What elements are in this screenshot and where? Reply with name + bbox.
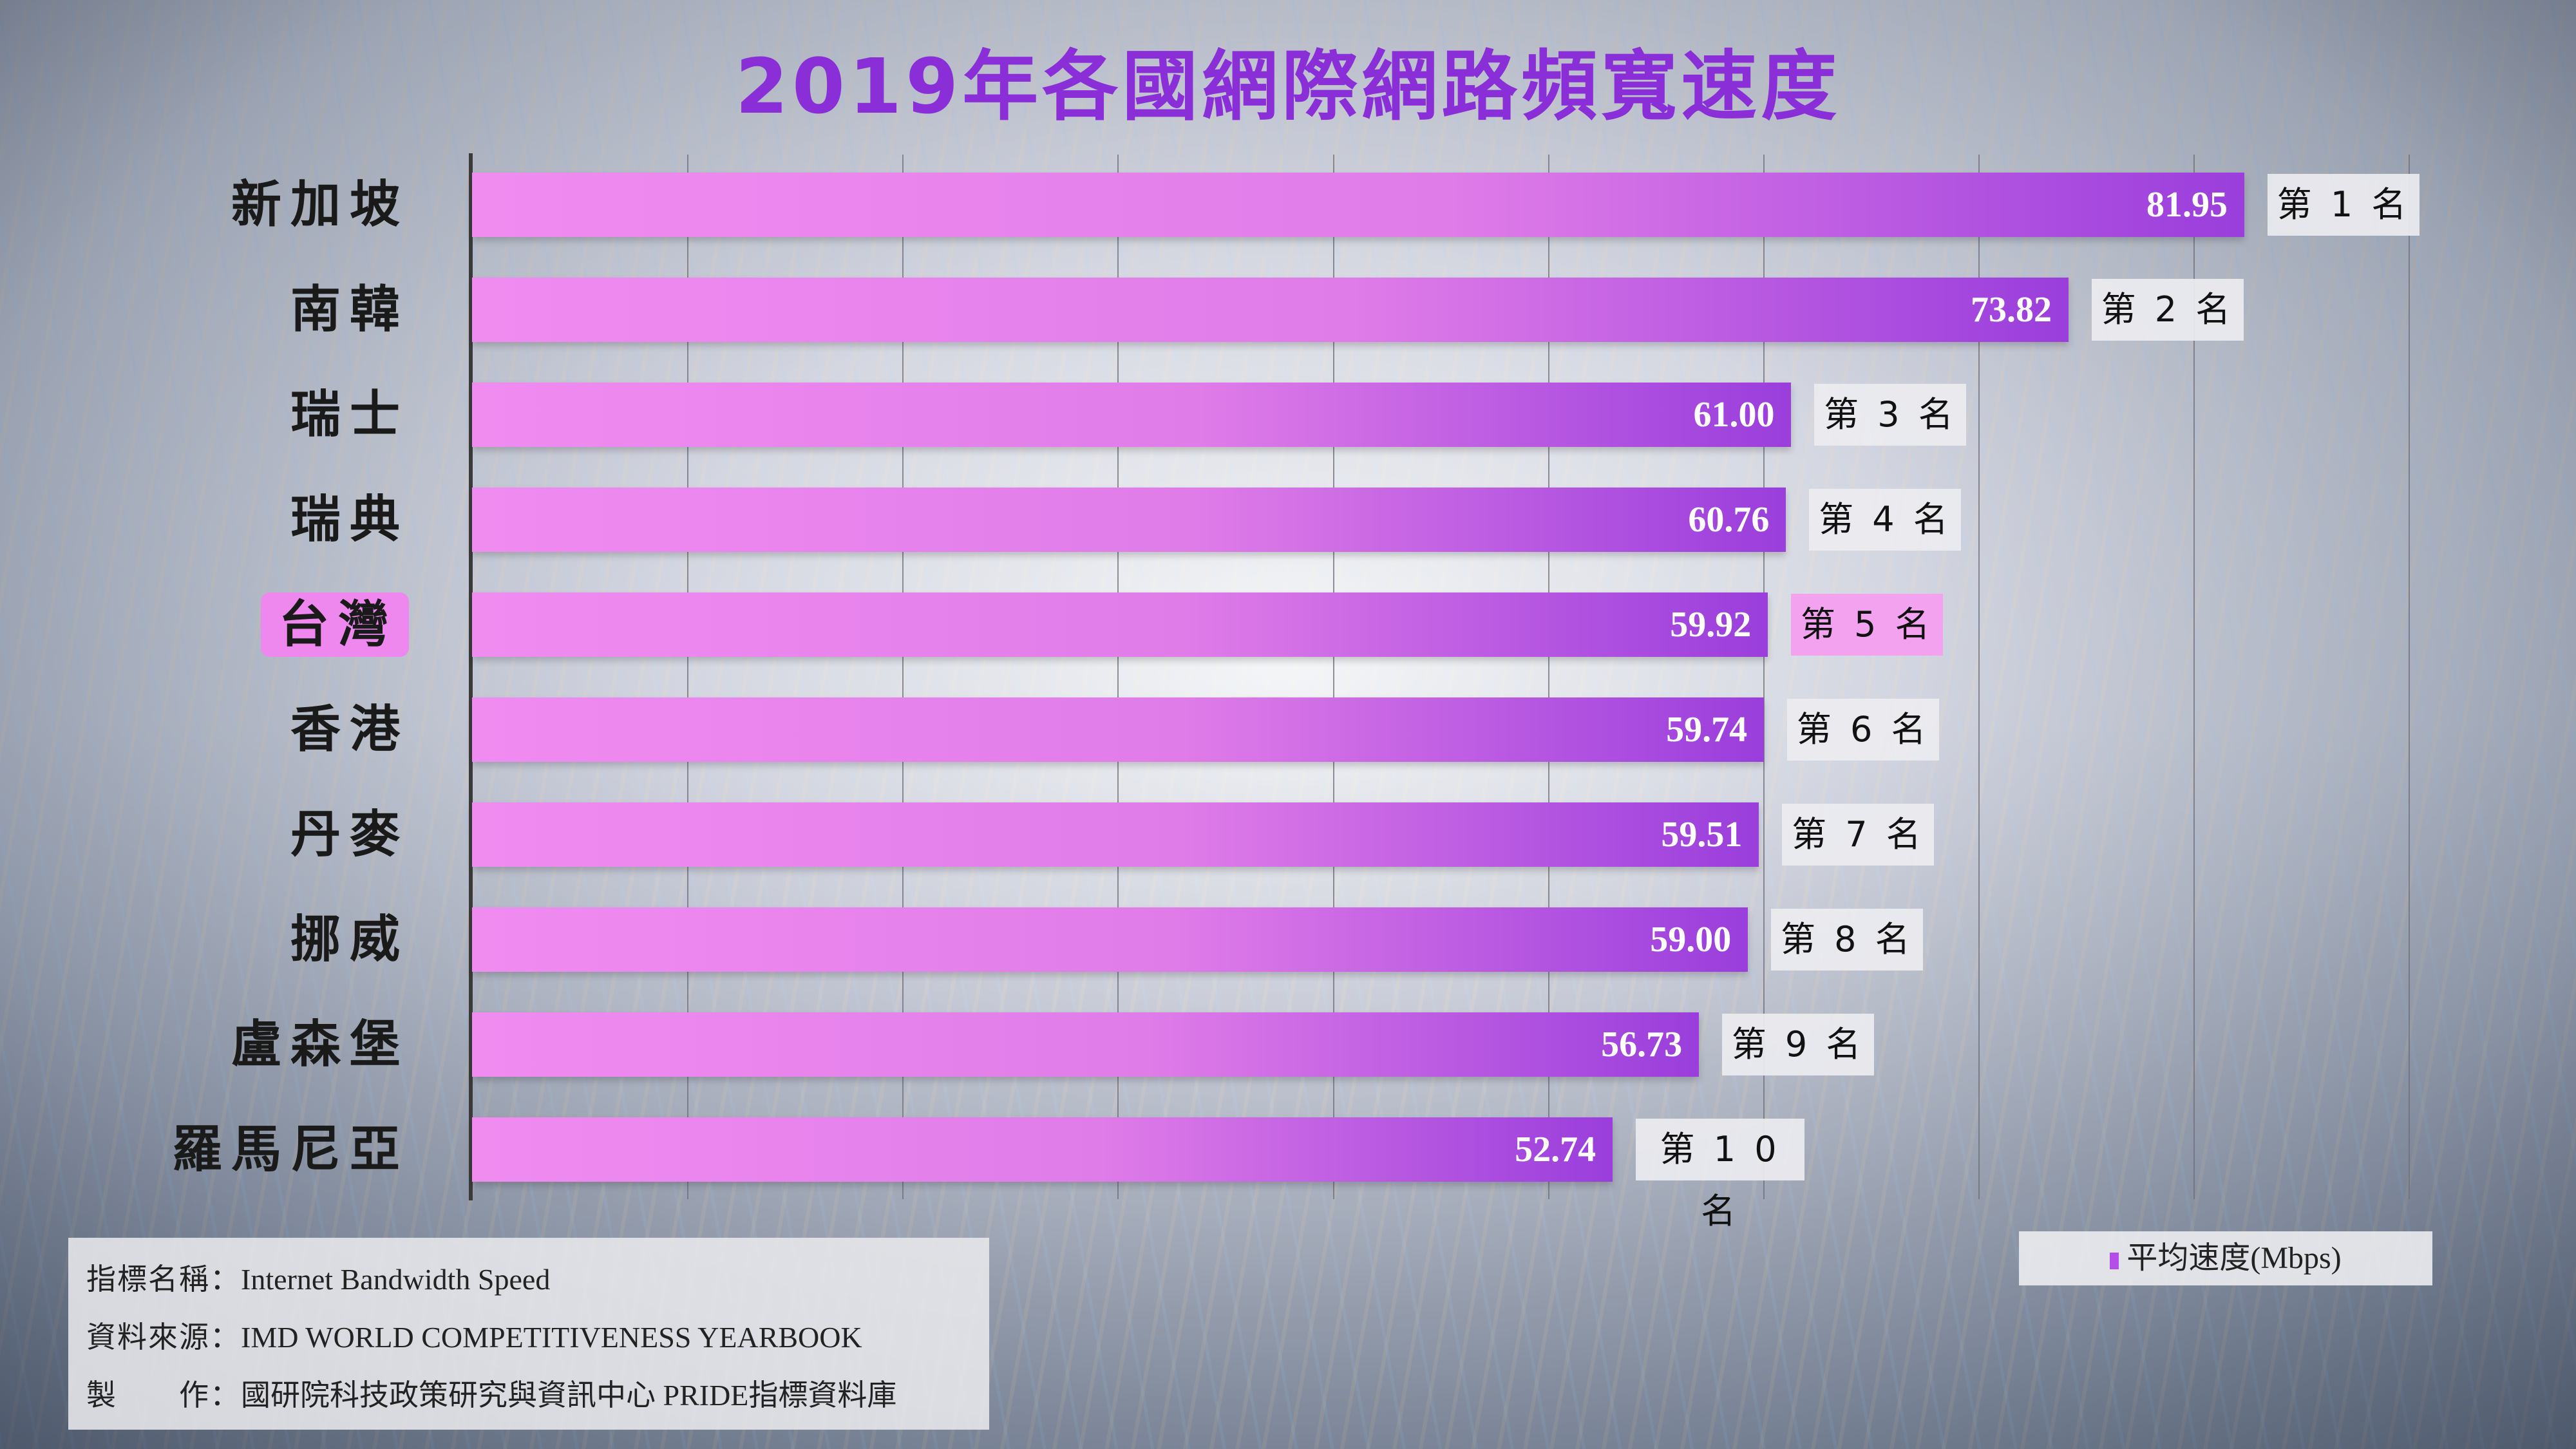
- note-text: IMD WORLD COMPETITIVENESS YEARBOOK: [241, 1321, 862, 1354]
- data-label: 59.51: [1661, 815, 1743, 855]
- gridline: [1763, 155, 1765, 1199]
- category-label: 新加坡: [231, 176, 409, 234]
- rank-badge: 第 4 名: [1809, 489, 1962, 551]
- category-label: 羅馬尼亞: [171, 1121, 409, 1179]
- rank-badge: 第 5 名: [1791, 594, 1944, 656]
- legend: 平均速度(Mbps): [2019, 1231, 2432, 1285]
- legend-swatch: [2110, 1252, 2119, 1269]
- gridline: [1548, 155, 1549, 1199]
- gridline: [687, 155, 689, 1199]
- bar: [472, 592, 1768, 657]
- bar: [472, 383, 1792, 447]
- note-producer: 製 作：國研院科技政策研究與資訊中心 PRIDE指標資料庫: [86, 1372, 896, 1414]
- data-label: 59.74: [1666, 710, 1748, 750]
- bar: [472, 1117, 1613, 1182]
- category-label: 挪威: [290, 911, 409, 969]
- note-label: 製 作：: [86, 1378, 241, 1412]
- note-source: 資料來源：IMD WORLD COMPETITIVENESS YEARBOOK: [86, 1314, 862, 1356]
- data-label: 56.73: [1601, 1025, 1683, 1065]
- legend-label: 平均速度(Mbps): [2126, 1241, 2342, 1275]
- rank-badge: 第 1 名: [2268, 174, 2420, 236]
- data-label: 73.82: [1970, 290, 2052, 330]
- bar: [472, 173, 2244, 237]
- category-label: 瑞典: [290, 491, 409, 549]
- rank-badge: 第 7 名: [1782, 804, 1935, 866]
- bar: [472, 697, 1765, 762]
- bar: [472, 488, 1786, 552]
- note-label: 指標名稱：: [86, 1262, 241, 1296]
- data-label: 60.76: [1688, 500, 1770, 540]
- gridline: [1117, 155, 1119, 1199]
- gridline: [1978, 155, 1980, 1199]
- y-axis-line: [469, 153, 473, 1200]
- note-text: Internet Bandwidth Speed: [241, 1263, 551, 1296]
- gridline: [1332, 155, 1334, 1199]
- rank-badge: 第 1 0 名: [1636, 1119, 1805, 1231]
- category-label: 台灣: [260, 592, 409, 657]
- data-label: 61.00: [1693, 395, 1775, 435]
- gridline: [902, 155, 904, 1199]
- category-label: 香港: [290, 701, 409, 759]
- gridline: [2409, 155, 2410, 1199]
- rank-badge: 第 6 名: [1787, 699, 1940, 761]
- rank-badge: 第 3 名: [1814, 384, 1967, 446]
- bar: [472, 1012, 1700, 1077]
- category-label: 瑞士: [290, 386, 409, 444]
- category-label: 南韓: [290, 281, 409, 339]
- rank-badge: 第 8 名: [1771, 909, 1924, 971]
- bar: [472, 802, 1759, 867]
- data-label: 59.00: [1650, 920, 1732, 960]
- data-label: 81.95: [2146, 185, 2228, 225]
- chart-title: 2019年各國網際網路頻寬速度: [735, 42, 1841, 131]
- note-text: 國研院科技政策研究與資訊中心 PRIDE指標資料庫: [241, 1379, 897, 1412]
- note-label: 資料來源：: [86, 1320, 241, 1354]
- category-label: 丹麥: [290, 806, 409, 864]
- data-label: 52.74: [1515, 1130, 1596, 1170]
- category-label: 盧森堡: [231, 1016, 409, 1074]
- bar: [472, 907, 1748, 972]
- note-indicator: 指標名稱：Internet Bandwidth Speed: [86, 1256, 550, 1298]
- bar: [472, 278, 2069, 342]
- rank-badge: 第 2 名: [2091, 279, 2244, 341]
- rank-badge: 第 9 名: [1722, 1014, 1875, 1075]
- notes-box: 指標名稱：Internet Bandwidth Speed 資料來源：IMD W…: [68, 1238, 989, 1430]
- data-label: 59.92: [1670, 605, 1752, 645]
- gridline: [2193, 155, 2195, 1199]
